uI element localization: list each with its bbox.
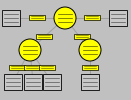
Bar [74,34,90,38]
Circle shape [79,39,101,61]
Bar [109,10,127,26]
Bar [39,64,55,70]
Bar [4,74,22,90]
Bar [81,74,99,90]
Bar [29,14,45,20]
Bar [9,64,25,70]
Circle shape [19,39,41,61]
Bar [82,64,98,70]
Bar [24,74,42,90]
Bar [43,74,61,90]
Bar [84,14,100,20]
Bar [24,64,40,70]
Bar [2,10,20,26]
Circle shape [54,7,76,29]
Bar [36,34,52,38]
